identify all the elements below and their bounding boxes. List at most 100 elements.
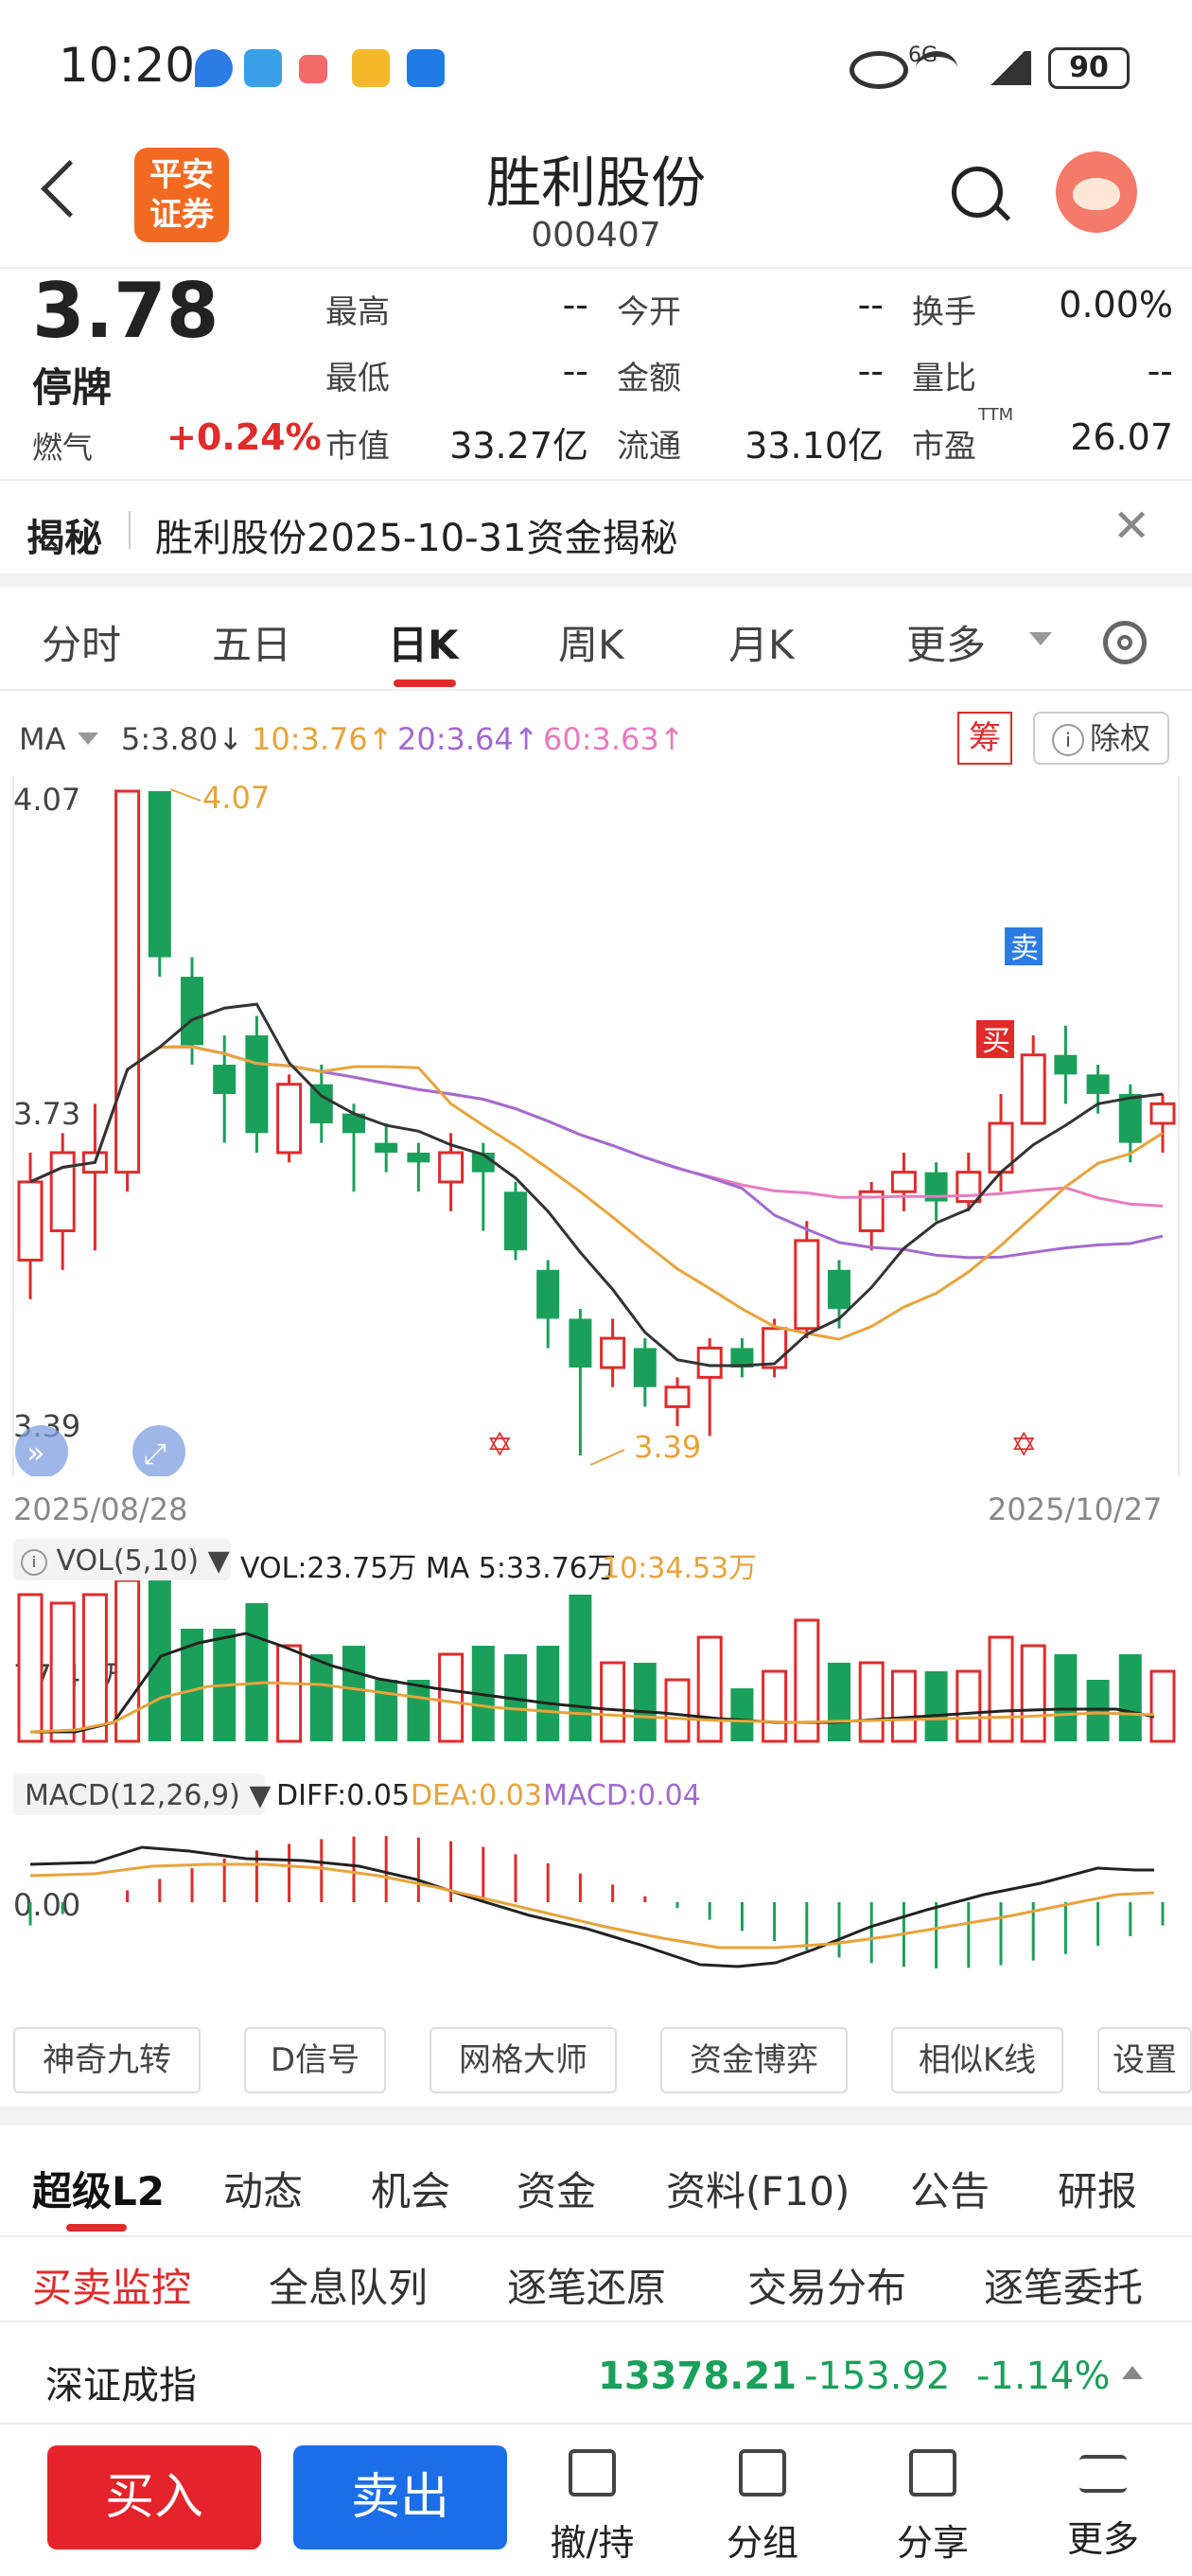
volume-bar [664, 1678, 691, 1743]
candle[interactable] [1054, 1054, 1078, 1075]
volume-chart[interactable] [0, 1580, 1192, 1770]
candle[interactable] [245, 1035, 269, 1134]
candle[interactable] [1118, 1094, 1142, 1143]
tab-intraday[interactable]: 分时 [42, 622, 122, 668]
tab-monthly-k[interactable]: 月K [728, 622, 795, 668]
wifi-icon [916, 51, 957, 85]
tab-funds[interactable]: 资金 [517, 2168, 597, 2214]
candle[interactable] [1149, 1102, 1176, 1125]
group-button[interactable]: 分组 [706, 2449, 819, 2566]
macd-chart[interactable] [0, 1817, 1192, 2006]
share-button[interactable]: 分享 [876, 2449, 990, 2566]
gear-icon[interactable] [1103, 621, 1147, 664]
volume-bar [890, 1669, 917, 1743]
candle[interactable] [600, 1336, 626, 1369]
chevron-down-icon[interactable] [78, 732, 98, 745]
candle[interactable] [633, 1348, 657, 1387]
close-icon[interactable]: ✕ [1113, 500, 1151, 553]
candle[interactable] [17, 1180, 44, 1262]
sell-signal[interactable]: 卖 [1010, 932, 1039, 965]
broker-logo[interactable]: 平安证券 [134, 148, 229, 242]
ma20-value: 20:3.64↑ [397, 721, 539, 757]
volume-bar [1118, 1654, 1142, 1741]
tab-level2[interactable]: 超级L2 [32, 2168, 165, 2214]
chevron-down-icon[interactable] [1029, 632, 1052, 645]
buy-button[interactable]: 买入 [47, 2445, 261, 2550]
sell-button[interactable]: 卖出 [293, 2445, 507, 2550]
candle[interactable] [794, 1239, 820, 1331]
volume-bar [762, 1669, 788, 1743]
candle[interactable] [181, 977, 203, 1046]
field-label: 量比 [912, 360, 976, 397]
field-value: 26.07 [1070, 416, 1173, 458]
candle[interactable] [569, 1318, 592, 1368]
index-value: 13378.21 [598, 2355, 798, 2398]
field-value: -- [857, 284, 884, 326]
fullscreen-icon[interactable] [132, 1425, 185, 1476]
candle[interactable] [438, 1151, 465, 1184]
cancel-hold-button[interactable]: 撤/持 [535, 2449, 649, 2566]
index-name[interactable]: 深证成指 [45, 2364, 197, 2408]
candle[interactable] [536, 1269, 560, 1319]
candle[interactable] [114, 789, 141, 1174]
candle[interactable] [730, 1348, 754, 1368]
candle[interactable] [213, 1065, 237, 1095]
candle[interactable] [696, 1346, 723, 1379]
candle[interactable] [148, 791, 171, 958]
settings-button[interactable]: 设置 [1097, 2027, 1192, 2093]
candle[interactable] [504, 1191, 527, 1251]
tab-weekly-k[interactable]: 周K [558, 622, 624, 668]
tab-announcements[interactable]: 公告 [910, 2168, 990, 2214]
notice-text[interactable]: 胜利股份2025-10-31资金揭秘 [155, 517, 678, 560]
candle[interactable] [1086, 1074, 1110, 1095]
buy-signal[interactable]: 买 [982, 1025, 1010, 1058]
subtab-trade-distribution[interactable]: 交易分布 [747, 2265, 907, 2311]
star-marker[interactable]: ✡ [486, 1426, 514, 1464]
candle[interactable] [407, 1152, 430, 1163]
candle[interactable] [762, 1327, 788, 1369]
candle[interactable] [375, 1142, 398, 1153]
tool-button[interactable]: 网格大师 [429, 2027, 617, 2093]
subtab-order-monitor[interactable]: 买卖监控 [32, 2265, 192, 2311]
candle[interactable] [309, 1084, 333, 1123]
subtab-order-ticks[interactable]: 逐笔委托 [984, 2265, 1144, 2311]
tab-more[interactable]: 更多 [906, 622, 987, 668]
volume-bar [1149, 1669, 1176, 1743]
cancel-icon [569, 2449, 616, 2497]
tool-button[interactable]: 资金博弈 [660, 2027, 848, 2093]
search-icon[interactable] [952, 167, 1003, 218]
tool-button[interactable]: 神奇九转 [13, 2027, 201, 2093]
tab-opportunity[interactable]: 机会 [371, 2168, 451, 2214]
tool-button[interactable]: 相似K线 [891, 2027, 1063, 2093]
candle[interactable] [664, 1385, 691, 1408]
star-marker[interactable]: ✡ [1010, 1426, 1038, 1464]
sector-name[interactable]: 燃气 [32, 430, 94, 466]
ma-label[interactable]: MA [19, 721, 66, 757]
expand-left-icon[interactable] [15, 1425, 68, 1476]
vol-indicator-selector[interactable] [13, 1539, 231, 1580]
candle[interactable] [49, 1151, 76, 1233]
chevron-up-icon[interactable] [1122, 2366, 1143, 2379]
tab-five-day[interactable]: 五日 [212, 622, 292, 668]
candle[interactable] [828, 1269, 850, 1310]
tab-research[interactable]: 研报 [1058, 2168, 1138, 2214]
kline-chart[interactable]: 4.07 3.39 卖 买 ✡ ✡ » ⤢ [0, 776, 1192, 1476]
subtab-queue[interactable]: 全息队列 [269, 2265, 429, 2311]
ex-rights-button[interactable]: i 除权 [1033, 712, 1169, 765]
tab-f10[interactable]: 资料(F10) [666, 2168, 850, 2214]
macd-indicator-selector[interactable] [13, 1773, 265, 1815]
candle[interactable] [276, 1083, 303, 1155]
avatar[interactable] [1056, 151, 1137, 233]
subtab-tick-replay[interactable]: 逐笔还原 [507, 2265, 667, 2311]
section-gap [0, 2107, 1192, 2126]
tool-button[interactable]: D信号 [244, 2027, 386, 2093]
tab-news[interactable]: 动态 [223, 2168, 304, 2214]
candle[interactable] [342, 1113, 365, 1134]
stock-code: 000407 [531, 216, 661, 255]
candle[interactable] [1020, 1053, 1046, 1125]
more-button[interactable]: 更多 [1046, 2449, 1160, 2562]
tab-daily-k[interactable]: 日K [388, 622, 459, 668]
chip-distribution-button[interactable]: 筹 [957, 712, 1012, 765]
folder-icon [739, 2449, 786, 2497]
candle[interactable] [890, 1171, 917, 1193]
